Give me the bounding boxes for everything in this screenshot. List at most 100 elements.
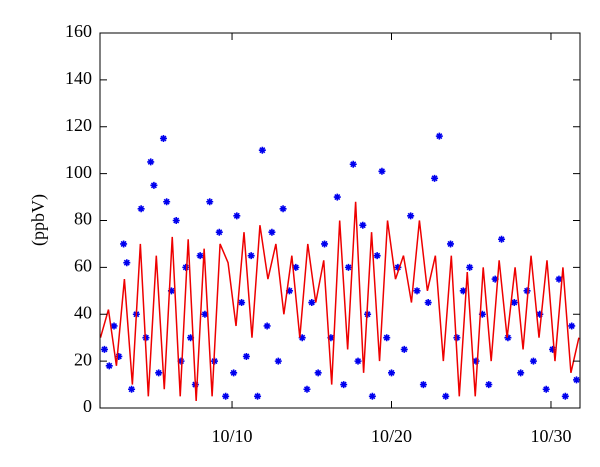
star-point xyxy=(333,193,341,201)
star-point xyxy=(147,158,155,166)
star-point xyxy=(215,228,223,236)
star-point xyxy=(485,381,493,389)
star-point xyxy=(523,287,531,295)
star-point xyxy=(388,369,396,377)
star-point xyxy=(517,369,525,377)
star-point xyxy=(308,299,316,307)
star-point xyxy=(400,345,408,353)
star-point xyxy=(314,369,322,377)
y-tick-label: 120 xyxy=(65,115,92,135)
star-point xyxy=(407,212,415,220)
star-point xyxy=(172,217,180,224)
star-point xyxy=(491,275,499,283)
x-tick-label: 10/10 xyxy=(212,426,253,446)
star-point xyxy=(419,381,427,389)
line-series xyxy=(100,201,580,402)
star-point xyxy=(120,240,128,248)
star-point xyxy=(233,212,241,220)
star-point xyxy=(298,334,306,342)
star-point xyxy=(274,357,282,365)
star-point xyxy=(498,235,506,243)
star-point xyxy=(167,287,175,295)
star-point xyxy=(453,334,461,342)
y-tick-label: 60 xyxy=(74,256,92,276)
star-point xyxy=(472,357,480,365)
star-point xyxy=(155,369,163,377)
star-point xyxy=(105,362,113,370)
star-point xyxy=(150,181,158,189)
star-point xyxy=(442,392,450,400)
star-point xyxy=(159,134,167,142)
star-point xyxy=(555,275,563,283)
star-point xyxy=(424,299,432,307)
star-point xyxy=(447,240,455,248)
x-tick-label: 10/30 xyxy=(530,426,571,446)
y-tick-label: 40 xyxy=(74,302,92,322)
star-point xyxy=(222,392,230,400)
y-tick-label: 160 xyxy=(65,21,92,41)
star-point xyxy=(504,334,512,342)
star-point xyxy=(413,287,421,295)
star-point xyxy=(478,310,486,318)
star-point xyxy=(529,357,537,365)
star-point xyxy=(536,310,544,318)
y-tick-label: 100 xyxy=(65,162,92,182)
star-point xyxy=(459,287,467,295)
star-point xyxy=(242,352,250,360)
star-point xyxy=(327,334,335,342)
star-point xyxy=(182,263,190,271)
star-point xyxy=(354,357,362,365)
x-tick-label: 10/20 xyxy=(371,426,412,446)
star-point xyxy=(263,322,271,330)
star-point xyxy=(230,369,238,377)
star-point xyxy=(561,392,569,400)
star-point xyxy=(303,385,311,393)
star-point xyxy=(373,252,381,260)
star-point xyxy=(321,240,329,248)
star-point xyxy=(258,146,266,154)
star-point xyxy=(163,198,171,206)
star-point xyxy=(572,376,580,384)
star-point xyxy=(542,385,550,393)
star-point xyxy=(268,228,276,236)
star-point xyxy=(383,334,391,342)
star-point xyxy=(549,345,557,353)
star-point xyxy=(100,345,108,353)
star-point xyxy=(292,263,300,271)
star-point xyxy=(285,287,293,295)
star-point xyxy=(123,259,131,267)
star-point xyxy=(378,167,386,175)
star-point xyxy=(110,322,118,330)
star-point xyxy=(128,385,136,393)
star-point xyxy=(340,381,348,389)
star-point xyxy=(368,392,376,400)
y-tick-label: 0 xyxy=(83,396,92,416)
y-axis-label: (ppbV) xyxy=(28,194,49,246)
star-point xyxy=(435,132,443,140)
y-tick-label: 80 xyxy=(74,209,92,229)
star-point xyxy=(238,299,246,307)
star-point xyxy=(201,310,209,318)
y-tick-label: 140 xyxy=(65,68,92,88)
star-point xyxy=(247,252,255,260)
star-point xyxy=(206,198,214,206)
y-tick-label: 20 xyxy=(74,349,92,369)
star-point xyxy=(279,205,287,213)
star-point xyxy=(254,392,262,400)
star-point xyxy=(349,160,357,168)
star-point xyxy=(466,263,474,271)
star-point xyxy=(568,322,576,330)
star-point xyxy=(187,334,195,342)
plot-area xyxy=(100,132,580,402)
star-point xyxy=(196,252,204,260)
star-point xyxy=(115,352,123,360)
star-point xyxy=(394,263,402,271)
star-point xyxy=(359,221,367,229)
star-point xyxy=(431,174,439,182)
star-point xyxy=(510,299,518,307)
star-point xyxy=(344,263,352,271)
star-point xyxy=(137,205,145,213)
star-point xyxy=(177,357,185,365)
